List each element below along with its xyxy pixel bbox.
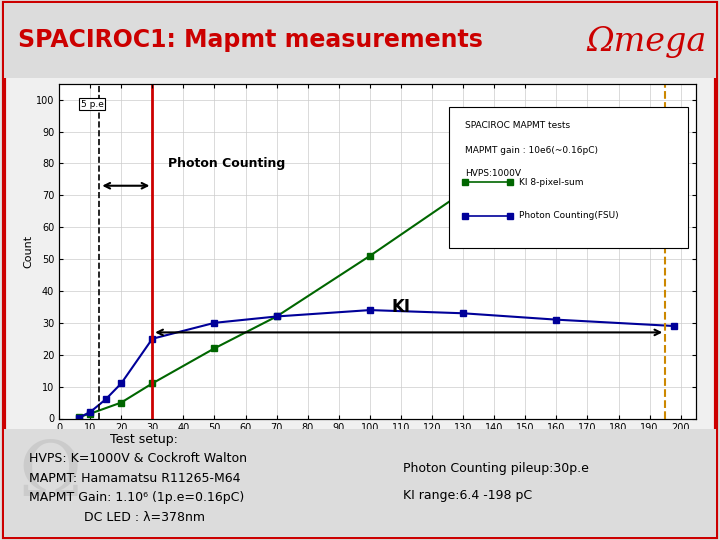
Text: 155 p.e: 155 p.e — [566, 119, 600, 128]
Text: Photon Counting(FSU): Photon Counting(FSU) — [519, 212, 618, 220]
Y-axis label: Count: Count — [23, 234, 33, 268]
Text: Photon Counting pileup:30p.e: Photon Counting pileup:30p.e — [403, 462, 589, 475]
Text: Ωmega: Ωmega — [587, 26, 707, 58]
FancyBboxPatch shape — [449, 107, 688, 248]
Text: SPACIROC MAPMT tests: SPACIROC MAPMT tests — [465, 120, 570, 130]
Text: KI range:6.4 -198 pC: KI range:6.4 -198 pC — [403, 489, 532, 502]
Text: MAPMT: Hamamatsu R11265-M64: MAPMT: Hamamatsu R11265-M64 — [29, 472, 240, 485]
Text: 5 p.e: 5 p.e — [81, 100, 104, 109]
Text: HVPS: K=1000V & Cockroft Walton: HVPS: K=1000V & Cockroft Walton — [29, 453, 247, 465]
Text: Test setup:: Test setup: — [110, 433, 178, 446]
X-axis label: Equivalent Input charge(pC)/GTU/8-pixel: Equivalent Input charge(pC)/GTU/8-pixel — [279, 436, 477, 446]
Text: Ω: Ω — [18, 438, 81, 512]
Text: MAPMT gain : 10e6(~0.16pC): MAPMT gain : 10e6(~0.16pC) — [465, 146, 598, 154]
Text: MAPMT Gain: 1.10⁶ (1p.e=0.16pC): MAPMT Gain: 1.10⁶ (1p.e=0.16pC) — [29, 491, 244, 504]
Text: SPACIROC1: Mapmt measurements: SPACIROC1: Mapmt measurements — [18, 29, 483, 52]
Text: DC LED : λ=378nm: DC LED : λ=378nm — [84, 511, 204, 524]
Text: Photon Counting: Photon Counting — [168, 157, 285, 170]
Text: KI 8-pixel-sum: KI 8-pixel-sum — [519, 178, 584, 187]
Text: KI: KI — [392, 299, 410, 316]
Text: HVPS:1000V: HVPS:1000V — [465, 169, 521, 178]
